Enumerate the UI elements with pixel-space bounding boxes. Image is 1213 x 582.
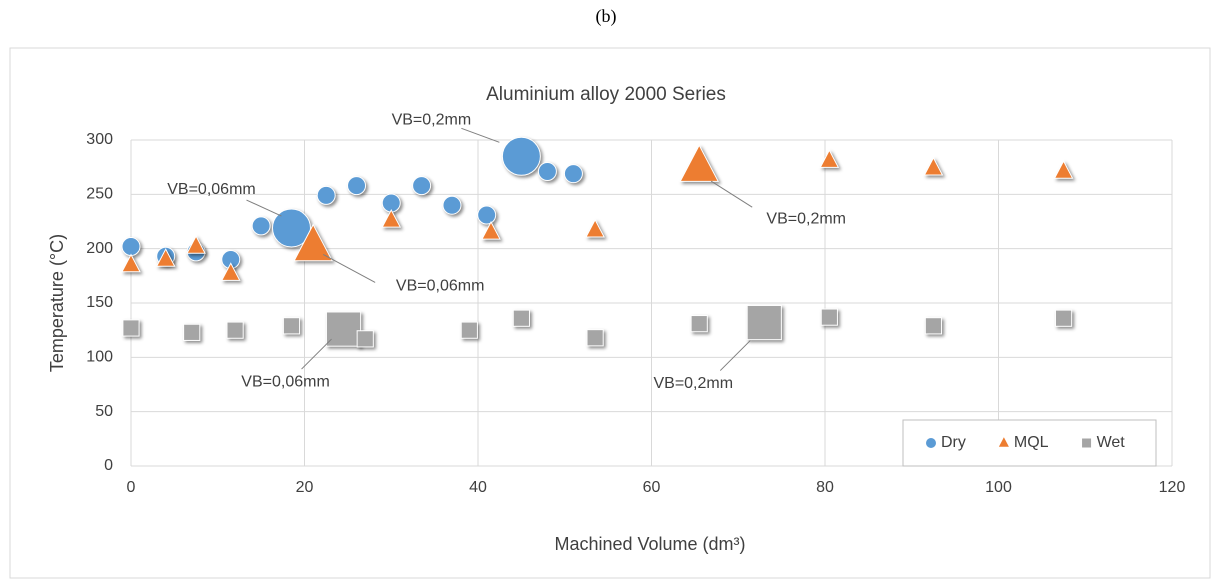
- marker: [477, 205, 497, 225]
- annotation: VB=0,2mm: [653, 375, 733, 392]
- marker: [282, 317, 301, 335]
- marker: [293, 223, 334, 262]
- y-tick-label: 250: [86, 186, 113, 203]
- marker: [460, 321, 478, 339]
- annotation: VB=0,06mm: [167, 181, 255, 198]
- marker: [226, 321, 244, 339]
- leader-line: [301, 338, 332, 370]
- marker: [586, 329, 604, 347]
- marker: [121, 253, 141, 273]
- annotation: VB=0,06mm: [396, 278, 484, 295]
- marker: [820, 308, 838, 326]
- annotation: VB=0,2mm: [392, 112, 472, 129]
- annotation: VB=0,2mm: [766, 210, 846, 227]
- x-tick-label: 20: [296, 479, 314, 496]
- marker: [356, 330, 374, 348]
- legend-label: Wet: [1097, 434, 1126, 451]
- marker: [924, 317, 943, 335]
- leader-line: [461, 127, 500, 143]
- marker: [412, 176, 432, 196]
- marker: [183, 323, 201, 341]
- y-tick-label: 0: [104, 457, 113, 474]
- marker: [746, 304, 782, 341]
- legend-label: MQL: [1014, 434, 1049, 451]
- marker: [325, 311, 362, 347]
- x-tick-label: 80: [816, 479, 834, 496]
- marker: [316, 185, 336, 205]
- marker: [1082, 438, 1092, 448]
- y-tick-label: 200: [86, 240, 113, 257]
- x-tick-label: 0: [127, 479, 136, 496]
- marker: [251, 216, 271, 236]
- marker: [537, 162, 557, 182]
- marker: [585, 218, 605, 238]
- marker: [121, 236, 141, 256]
- leader-line: [322, 254, 376, 283]
- x-axis-label: Machined Volume (dm³): [554, 534, 745, 554]
- marker: [186, 235, 206, 254]
- marker: [1053, 160, 1074, 179]
- marker: [271, 208, 311, 248]
- y-tick-label: 50: [95, 403, 113, 420]
- marker: [923, 156, 944, 176]
- marker: [220, 262, 241, 281]
- marker: [122, 319, 140, 337]
- marker: [481, 220, 501, 240]
- figure-label: (b): [596, 6, 617, 27]
- legend-box: [902, 419, 1157, 467]
- chart-frame: [9, 47, 1211, 579]
- marker: [442, 195, 462, 215]
- marker: [1054, 309, 1073, 327]
- y-tick-label: 300: [86, 131, 113, 148]
- marker: [690, 315, 708, 333]
- x-tick-label: 120: [1159, 479, 1186, 496]
- y-tick-label: 100: [86, 349, 113, 366]
- y-axis-label: Temperature (°C): [47, 234, 67, 372]
- marker: [512, 309, 530, 327]
- leader-line: [710, 180, 753, 208]
- legend-label: Dry: [941, 434, 966, 451]
- marker: [563, 164, 583, 184]
- x-tick-label: 40: [469, 479, 487, 496]
- y-tick-label: 150: [86, 294, 113, 311]
- annotation: VB=0,06mm: [241, 373, 329, 390]
- marker: [998, 437, 1009, 447]
- marker: [819, 149, 840, 168]
- marker: [926, 438, 936, 448]
- marker: [347, 176, 367, 196]
- marker: [679, 144, 720, 182]
- x-tick-label: 60: [643, 479, 661, 496]
- leader-line: [719, 340, 751, 371]
- leader-line: [246, 199, 282, 217]
- marker: [381, 208, 402, 228]
- marker: [501, 136, 541, 176]
- x-tick-label: 100: [985, 479, 1012, 496]
- marker: [155, 248, 176, 267]
- chart-title: Aluminium alloy 2000 Series: [486, 84, 726, 105]
